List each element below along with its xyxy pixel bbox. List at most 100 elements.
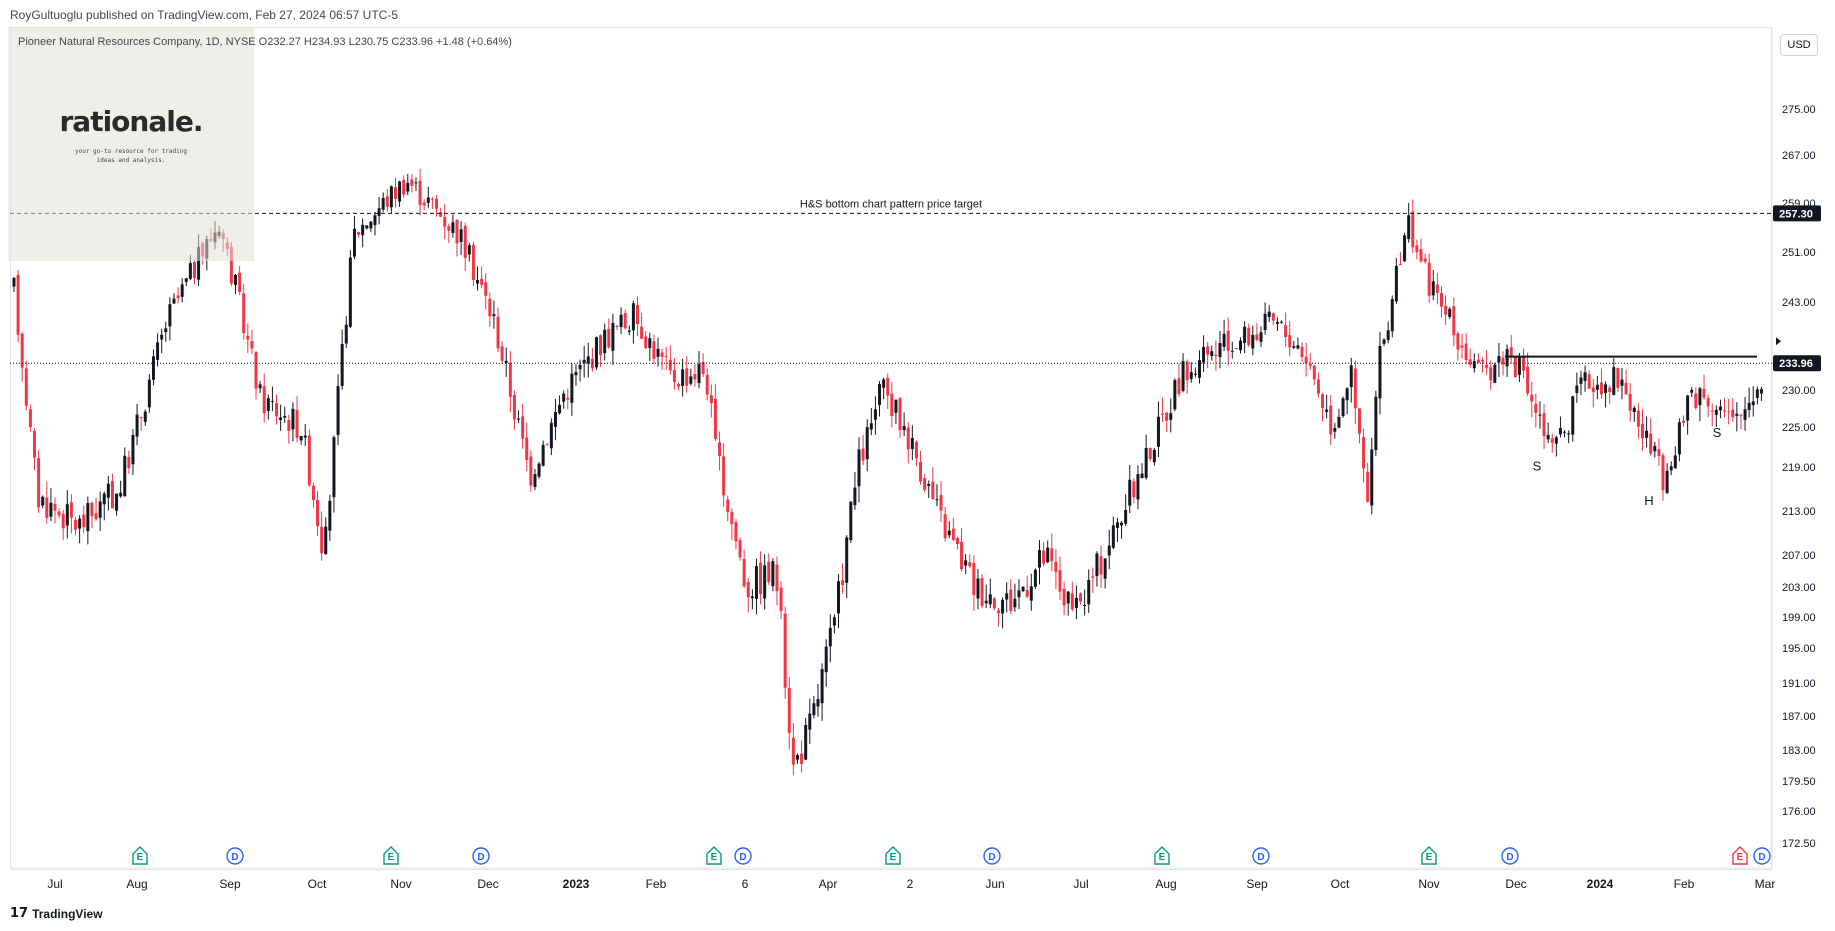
candle-body[interactable] [611,323,615,351]
candle-body[interactable] [238,272,242,292]
candle-body[interactable] [365,225,369,229]
candle-body[interactable] [1542,413,1546,437]
candle-body[interactable] [1530,394,1534,402]
candle-body[interactable] [1599,382,1603,395]
candle-body[interactable] [914,441,918,459]
candle-body[interactable] [1214,354,1218,357]
candle-body[interactable] [726,499,730,513]
candle-body[interactable] [709,395,713,404]
candle-body[interactable] [1394,265,1398,302]
candle-body[interactable] [1296,345,1300,349]
candle-body[interactable] [1415,245,1419,253]
candle-body[interactable] [1333,427,1337,432]
candle-body[interactable] [1107,545,1111,556]
candle-body[interactable] [1263,313,1267,331]
candle-body[interactable] [283,415,287,418]
candle-body[interactable] [861,448,865,461]
candle-body[interactable] [508,362,512,397]
candle-body[interactable] [586,356,590,364]
candle-body[interactable] [1435,284,1439,293]
candle-body[interactable] [168,304,172,327]
candle-body[interactable] [841,580,845,585]
candle-body[interactable] [1485,364,1489,368]
candle-body[interactable] [1152,449,1156,463]
candle-body[interactable] [1267,311,1271,317]
candle-body[interactable] [1735,413,1739,416]
candle-body[interactable] [1099,556,1103,575]
candle-body[interactable] [1312,365,1316,380]
candle-body[interactable] [1632,407,1636,413]
candle-body[interactable] [1727,411,1731,413]
candle-body[interactable] [627,330,631,332]
candle-body[interactable] [172,298,176,304]
candle-body[interactable] [960,541,964,570]
candle-body[interactable] [828,627,832,647]
candle-body[interactable] [623,313,627,329]
candle-body[interactable] [1165,412,1169,421]
candle-body[interactable] [1612,367,1616,395]
candle-body[interactable] [246,335,250,340]
candle-body[interactable] [242,293,246,334]
candle-body[interactable] [361,224,365,236]
earnings-event-icon[interactable] [885,846,901,865]
candle-body[interactable] [229,246,233,284]
candle-body[interactable] [443,217,447,227]
candle-body[interactable] [767,561,771,582]
candle-body[interactable] [689,376,693,384]
candle-body[interactable] [385,196,389,207]
candle-body[interactable] [340,343,344,386]
candle-body[interactable] [980,578,984,606]
candle-body[interactable] [184,278,188,282]
candle-body[interactable] [1136,474,1140,500]
candle-body[interactable] [923,478,927,490]
candle-body[interactable] [1079,593,1083,602]
candle-body[interactable] [1419,249,1423,262]
candle-body[interactable] [1226,330,1230,351]
candle-body[interactable] [779,587,783,611]
candle-body[interactable] [1017,590,1021,598]
candle-body[interactable] [1513,356,1517,378]
currency-button[interactable]: USD [1780,34,1818,56]
candle-body[interactable] [775,564,779,592]
candle-body[interactable] [1181,361,1185,391]
candle-body[interactable] [1423,258,1427,262]
candle-body[interactable] [890,393,894,417]
candle-body[interactable] [28,409,32,428]
candle-body[interactable] [1653,445,1657,452]
candle-body[interactable] [1284,325,1288,337]
candle-body[interactable] [275,403,279,417]
candle-body[interactable] [16,274,20,335]
candle-body[interactable] [1493,364,1497,383]
candle-body[interactable] [865,427,869,460]
candle-body[interactable] [41,496,45,506]
candle-body[interactable] [1185,361,1189,381]
candle-body[interactable] [996,610,1000,614]
candle-body[interactable] [53,503,57,511]
earnings-event-icon[interactable] [1732,846,1748,865]
candle-body[interactable] [410,179,414,186]
candle-body[interactable] [348,257,352,327]
candle-body[interactable] [1374,396,1378,450]
candle-body[interactable] [1575,385,1579,393]
candle-body[interactable] [951,528,955,541]
candle-body[interactable] [406,182,410,192]
candle-body[interactable] [1587,374,1591,389]
candle-body[interactable] [722,456,726,496]
candle-body[interactable] [1308,363,1312,367]
candle-body[interactable] [287,420,291,431]
candle-body[interactable] [180,284,184,297]
candle-body[interactable] [1321,394,1325,409]
candle-body[interactable] [61,513,65,529]
candle-body[interactable] [1522,356,1526,371]
candle-body[interactable] [804,724,808,760]
candle-body[interactable] [976,578,980,599]
candle-body[interactable] [697,364,701,384]
candle-body[interactable] [1280,321,1284,323]
candle-body[interactable] [1489,367,1493,381]
candle-body[interactable] [636,304,640,324]
candle-body[interactable] [1083,604,1087,606]
candle-body[interactable] [558,404,562,414]
candle-body[interactable] [1628,393,1632,411]
candle-body[interactable] [902,426,906,431]
candle-body[interactable] [336,386,340,435]
